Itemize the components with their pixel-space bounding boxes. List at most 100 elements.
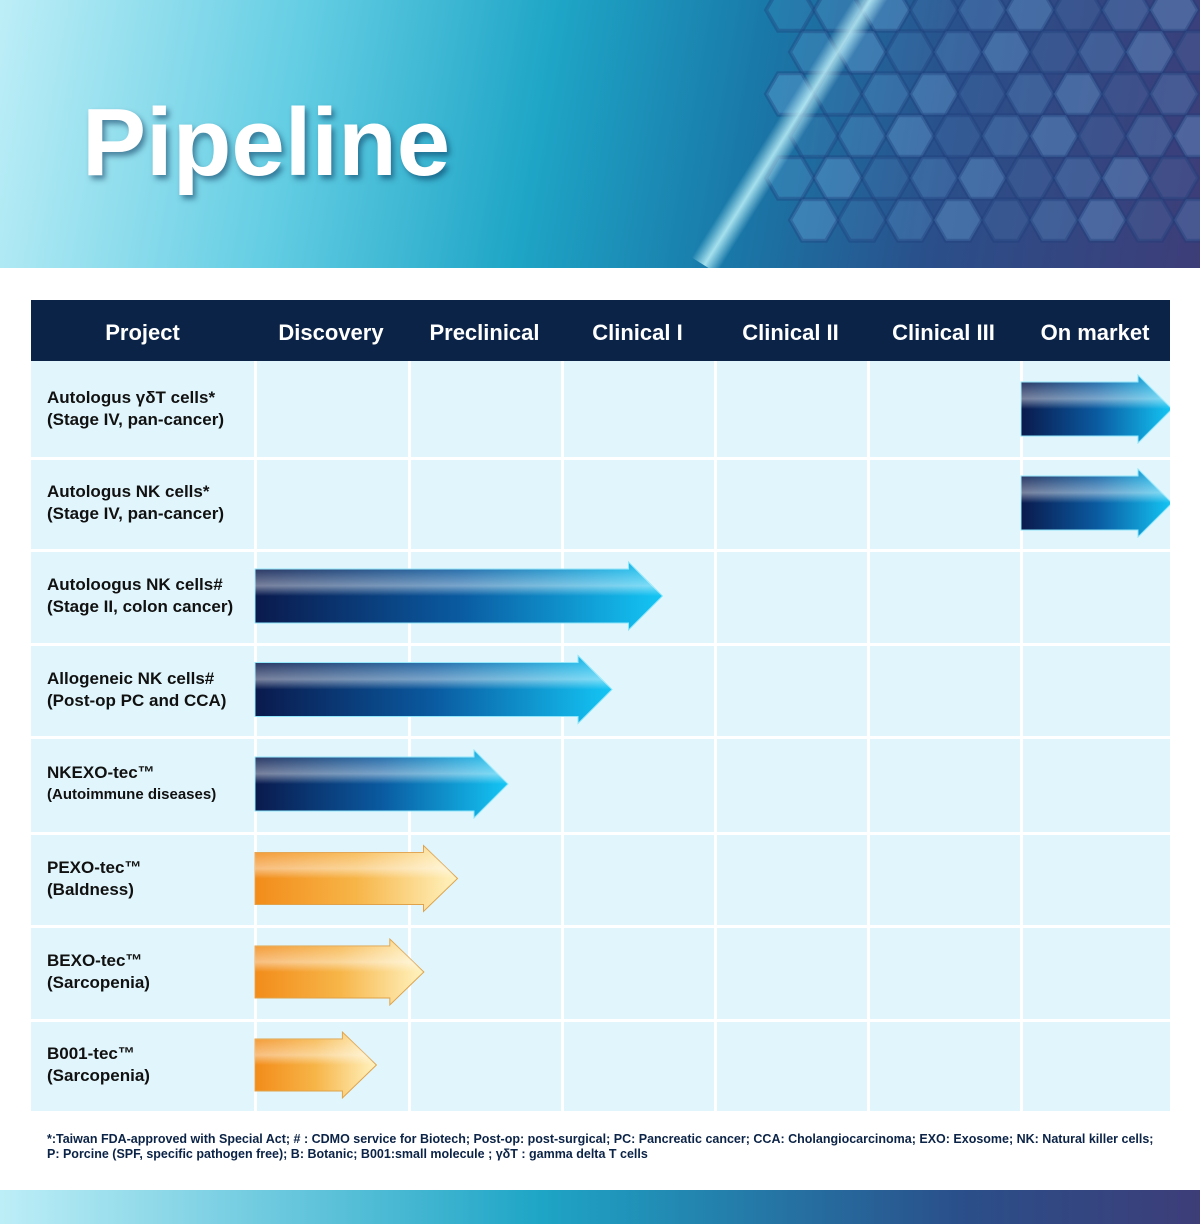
progress-arrow-orange bbox=[254, 1030, 378, 1100]
hexagon-shape bbox=[931, 197, 985, 243]
project-cell bbox=[31, 552, 254, 643]
hexagon-shape bbox=[811, 155, 865, 201]
project-name: BEXO-tec™ bbox=[47, 951, 143, 970]
project-label: BEXO-tec™ (Sarcopenia) bbox=[47, 950, 150, 994]
project-cell bbox=[31, 361, 254, 457]
hexagon-shape bbox=[1099, 71, 1153, 117]
hexagon-shape bbox=[1171, 113, 1200, 159]
footnote-line: *:Taiwan FDA-approved with Special Act; … bbox=[47, 1132, 1154, 1146]
hexagon-shape bbox=[883, 113, 937, 159]
column-header-discovery: Discovery bbox=[278, 320, 384, 345]
page-title: Pipeline bbox=[82, 89, 451, 196]
hexagon-shape bbox=[1171, 29, 1200, 75]
hexagon-shape bbox=[1051, 155, 1105, 201]
progress-arrows bbox=[254, 373, 1170, 1100]
hexagon-shape bbox=[1123, 29, 1177, 75]
stage-cell bbox=[717, 646, 867, 736]
stage-cell bbox=[564, 928, 714, 1019]
project-cell bbox=[31, 460, 254, 549]
stage-cell bbox=[717, 928, 867, 1019]
project-name: Autologus γδT cells* bbox=[47, 388, 216, 407]
hexagon-shape bbox=[979, 197, 1033, 243]
project-label: B001-tec™ (Sarcopenia) bbox=[47, 1043, 150, 1087]
hexagon-shape bbox=[1147, 0, 1200, 33]
stage-cell bbox=[870, 646, 1020, 736]
stage-cell bbox=[1023, 1022, 1170, 1111]
hexagon-shape bbox=[907, 71, 961, 117]
stage-cell bbox=[717, 361, 867, 457]
stage-cell bbox=[564, 361, 714, 457]
project-name: Allogeneic NK cells# bbox=[47, 668, 215, 688]
hexagon-shape bbox=[931, 29, 985, 75]
stage-cell bbox=[717, 552, 867, 643]
footnote: *:Taiwan FDA-approved with Special Act; … bbox=[47, 1132, 1177, 1162]
pipeline-table: Project Discovery Preclinical Clinical I Cli… bbox=[31, 300, 1170, 1111]
stage-cell bbox=[1023, 928, 1170, 1019]
project-label: Autologus NK cells* (Stage IV, pan-cancer… bbox=[47, 481, 224, 525]
hexagon-shape bbox=[955, 71, 1009, 117]
project-label: Allogeneic NK cells# (Post-op PC and CCA) bbox=[47, 668, 226, 712]
progress-arrow-blue bbox=[254, 748, 509, 820]
stage-cell bbox=[411, 460, 561, 549]
stage-cell bbox=[411, 1022, 561, 1111]
hexagon-shape bbox=[1147, 71, 1200, 117]
hexagon-shape bbox=[955, 0, 1009, 33]
stage-cell bbox=[870, 552, 1020, 643]
stage-cell bbox=[564, 1022, 714, 1111]
project-indication: (Stage IV, pan-cancer) bbox=[47, 504, 224, 523]
stage-cell bbox=[564, 739, 714, 832]
progress-arrow-blue bbox=[254, 560, 664, 632]
project-indication: (Sarcopenia) bbox=[47, 1066, 150, 1085]
progress-arrow-orange bbox=[254, 937, 425, 1007]
stage-cell bbox=[564, 835, 714, 925]
hexagon-shape bbox=[835, 113, 889, 159]
stage-cell bbox=[1023, 646, 1170, 736]
stage-cell bbox=[717, 835, 867, 925]
hexagon-shape bbox=[907, 155, 961, 201]
project-name: NKEXO-tec™ bbox=[47, 763, 155, 782]
hexagon-shape bbox=[1075, 29, 1129, 75]
hexagon-shape bbox=[1003, 155, 1057, 201]
progress-arrow-blue bbox=[1020, 373, 1170, 445]
stage-cell bbox=[1023, 739, 1170, 832]
stage-cell bbox=[870, 460, 1020, 549]
stage-cell bbox=[257, 460, 408, 549]
project-cell bbox=[31, 928, 254, 1019]
project-indication: (Stage II, colon cancer) bbox=[47, 597, 234, 616]
hexagon-shape bbox=[1027, 29, 1081, 75]
hexagon-shape bbox=[907, 0, 961, 33]
hexagon-shape bbox=[1171, 197, 1200, 243]
hexagon-shape bbox=[763, 0, 817, 33]
stage-cell bbox=[1023, 552, 1170, 643]
project-indication: (Baldness) bbox=[47, 879, 134, 899]
project-label: PEXO-tec™ (Baldness) bbox=[47, 857, 141, 901]
stage-cell bbox=[870, 835, 1020, 925]
project-label: Autologus γδT cells* (Stage IV, pan-cance… bbox=[47, 387, 224, 431]
hexagon-shape bbox=[1051, 71, 1105, 117]
project-name: B001-tec™ bbox=[47, 1044, 135, 1063]
hexagon-shape bbox=[1123, 197, 1177, 243]
hexagon-shape bbox=[979, 113, 1033, 159]
stage-cell bbox=[870, 361, 1020, 457]
hexagon-shape bbox=[1099, 155, 1153, 201]
project-name: PEXO-tec™ bbox=[47, 857, 142, 877]
column-header-project: Project bbox=[105, 320, 180, 345]
hexagon-shape bbox=[1099, 0, 1153, 33]
hexagon-shape bbox=[955, 155, 1009, 201]
project-label: NKEXO-tec™ (Autoimmune diseases) bbox=[47, 762, 216, 806]
progress-arrow-blue bbox=[254, 654, 613, 725]
stage-cell bbox=[1023, 835, 1170, 925]
footer-band bbox=[0, 1190, 1200, 1224]
stage-cell bbox=[717, 1022, 867, 1111]
hexagon-shape bbox=[1051, 0, 1105, 33]
hexagon-shape bbox=[883, 197, 937, 243]
column-header-clinical-ii: Clinical II bbox=[742, 320, 839, 345]
hexagon-shape bbox=[859, 155, 913, 201]
stage-cell bbox=[870, 1022, 1020, 1111]
hexagon-shape bbox=[1123, 113, 1177, 159]
hexagon-shape bbox=[835, 197, 889, 243]
hexagon-shape bbox=[787, 197, 841, 243]
column-header-clinical-iii: Clinical III bbox=[892, 320, 995, 345]
column-header-clinical-i: Clinical I bbox=[592, 320, 683, 345]
stage-cell bbox=[717, 460, 867, 549]
